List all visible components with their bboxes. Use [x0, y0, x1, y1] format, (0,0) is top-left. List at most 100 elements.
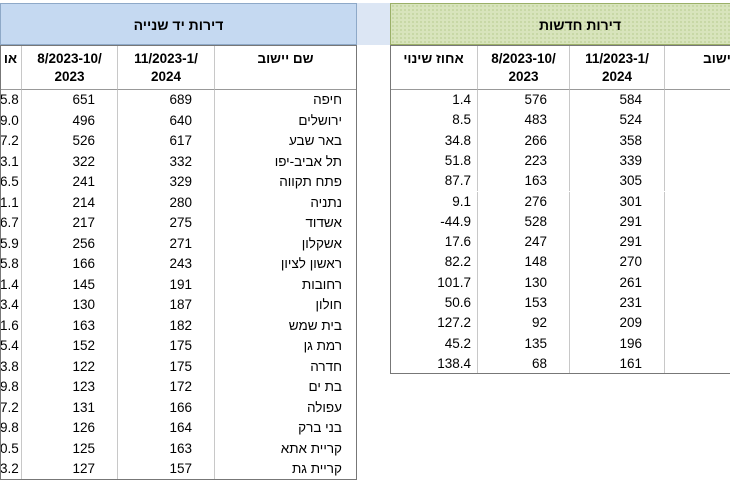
column-header: 8/2023-10/ 2023 [22, 45, 118, 90]
city-cell [665, 90, 730, 110]
value-cell: 164 [118, 418, 215, 439]
city-cell: ש [665, 232, 730, 252]
value-cell: 187 [118, 295, 215, 316]
value-cell: 651 [22, 90, 118, 111]
value-cell: 483 [478, 110, 570, 131]
value-cell: 640 [118, 110, 215, 131]
value-cell: 6.7 [0, 213, 22, 234]
value-cell: 1.1 [0, 192, 22, 213]
value-cell: 148 [478, 252, 570, 273]
table-title: דירות חדשות [390, 3, 730, 45]
header-gap [357, 3, 390, 45]
city-cell: באר שבע [215, 131, 357, 152]
value-cell: 1.4 [390, 90, 478, 111]
value-cell: 7.2 [0, 131, 22, 152]
value-cell: 82.2 [390, 252, 478, 273]
value-cell: 241 [22, 172, 118, 193]
value-cell: 152 [22, 336, 118, 357]
city-cell: נתניה [215, 192, 357, 213]
city-cell [665, 313, 730, 333]
value-cell: 123 [22, 377, 118, 398]
city-cell: רמת גן [215, 336, 357, 357]
column-header: או [0, 45, 22, 90]
value-cell: 223 [478, 150, 570, 172]
city-cell: תל אביב-יפו [215, 151, 357, 172]
value-cell: 209 [570, 313, 665, 334]
city-cell [665, 192, 730, 212]
value-cell: 5.8 [0, 90, 22, 111]
value-cell: 5.4 [0, 336, 22, 357]
column-header: ישוב [665, 45, 730, 90]
value-cell: 270 [570, 252, 665, 273]
value-cell: 322 [22, 151, 118, 172]
value-cell: 196 [570, 333, 665, 354]
city-cell: בני ברק [215, 418, 357, 439]
value-cell: -44.9 [390, 211, 478, 233]
value-cell: 617 [118, 131, 215, 152]
city-cell: וה [665, 151, 730, 171]
value-cell: 528 [478, 211, 570, 233]
value-cell: 125 [22, 438, 118, 459]
city-cell: פו [665, 131, 730, 151]
city-cell: ון [665, 171, 730, 191]
value-cell: 329 [118, 172, 215, 193]
city-cell [665, 334, 730, 354]
value-cell: 68 [478, 353, 570, 375]
value-cell: 358 [570, 130, 665, 151]
table: דירות יד שנייה או 8/2023-10/ 2023 11/2023-1… [0, 3, 357, 483]
value-cell: 9.0 [0, 110, 22, 131]
city-cell: קריית אתא [215, 438, 357, 459]
value-cell: 163 [478, 171, 570, 192]
column-header: 8/2023-10/ 2023 [478, 45, 570, 90]
column-header: 11/2023-1/ 2024 [570, 45, 665, 90]
value-cell: 161 [570, 353, 665, 375]
value-cell: 301 [570, 191, 665, 212]
city-cell: חולון [215, 295, 357, 316]
value-cell: 332 [118, 151, 215, 172]
city-cell: רחובות [215, 274, 357, 295]
value-cell: 214 [22, 192, 118, 213]
value-cell: 5.8 [0, 254, 22, 275]
value-cell: 339 [570, 150, 665, 172]
value-cell: 584 [570, 90, 665, 111]
city-cell [665, 293, 730, 313]
value-cell: 17.6 [390, 232, 478, 253]
city-cell [665, 252, 730, 272]
city-cell: אשקלון [215, 233, 357, 254]
value-cell: 135 [478, 333, 570, 354]
city-cell [665, 273, 730, 293]
value-cell: 157 [118, 459, 215, 480]
value-cell: 3.4 [0, 295, 22, 316]
value-cell: 1.4 [0, 274, 22, 295]
city-cell: פתח תקווה [215, 172, 357, 193]
value-cell: 524 [570, 110, 665, 131]
value-cell: 9.8 [0, 418, 22, 439]
value-cell: 496 [22, 110, 118, 131]
value-cell: 576 [478, 90, 570, 111]
value-cell: 6.5 [0, 172, 22, 193]
value-cell: 163 [22, 315, 118, 336]
city-cell: חיפה [215, 90, 357, 111]
value-cell: 276 [478, 191, 570, 212]
value-cell: 8.5 [390, 110, 478, 131]
value-cell: 175 [118, 336, 215, 357]
city-cell: בת ים [215, 377, 357, 398]
value-cell: 280 [118, 192, 215, 213]
value-cell: 34.8 [390, 130, 478, 151]
value-cell: 138.4 [390, 353, 478, 375]
city-cell: קריית גת [215, 459, 357, 480]
value-cell: 261 [570, 272, 665, 293]
value-cell: 145 [22, 274, 118, 295]
table-title: דירות יד שנייה [0, 3, 357, 45]
value-cell: 3.2 [0, 459, 22, 480]
value-cell: 163 [118, 438, 215, 459]
value-cell: 3.1 [0, 151, 22, 172]
value-cell: 92 [478, 313, 570, 334]
value-cell: 7.2 [0, 397, 22, 418]
value-cell: 305 [570, 171, 665, 192]
value-cell: 191 [118, 274, 215, 295]
city-cell [665, 110, 730, 130]
column-header: שם יישוב [215, 45, 357, 90]
value-cell: 130 [22, 295, 118, 316]
